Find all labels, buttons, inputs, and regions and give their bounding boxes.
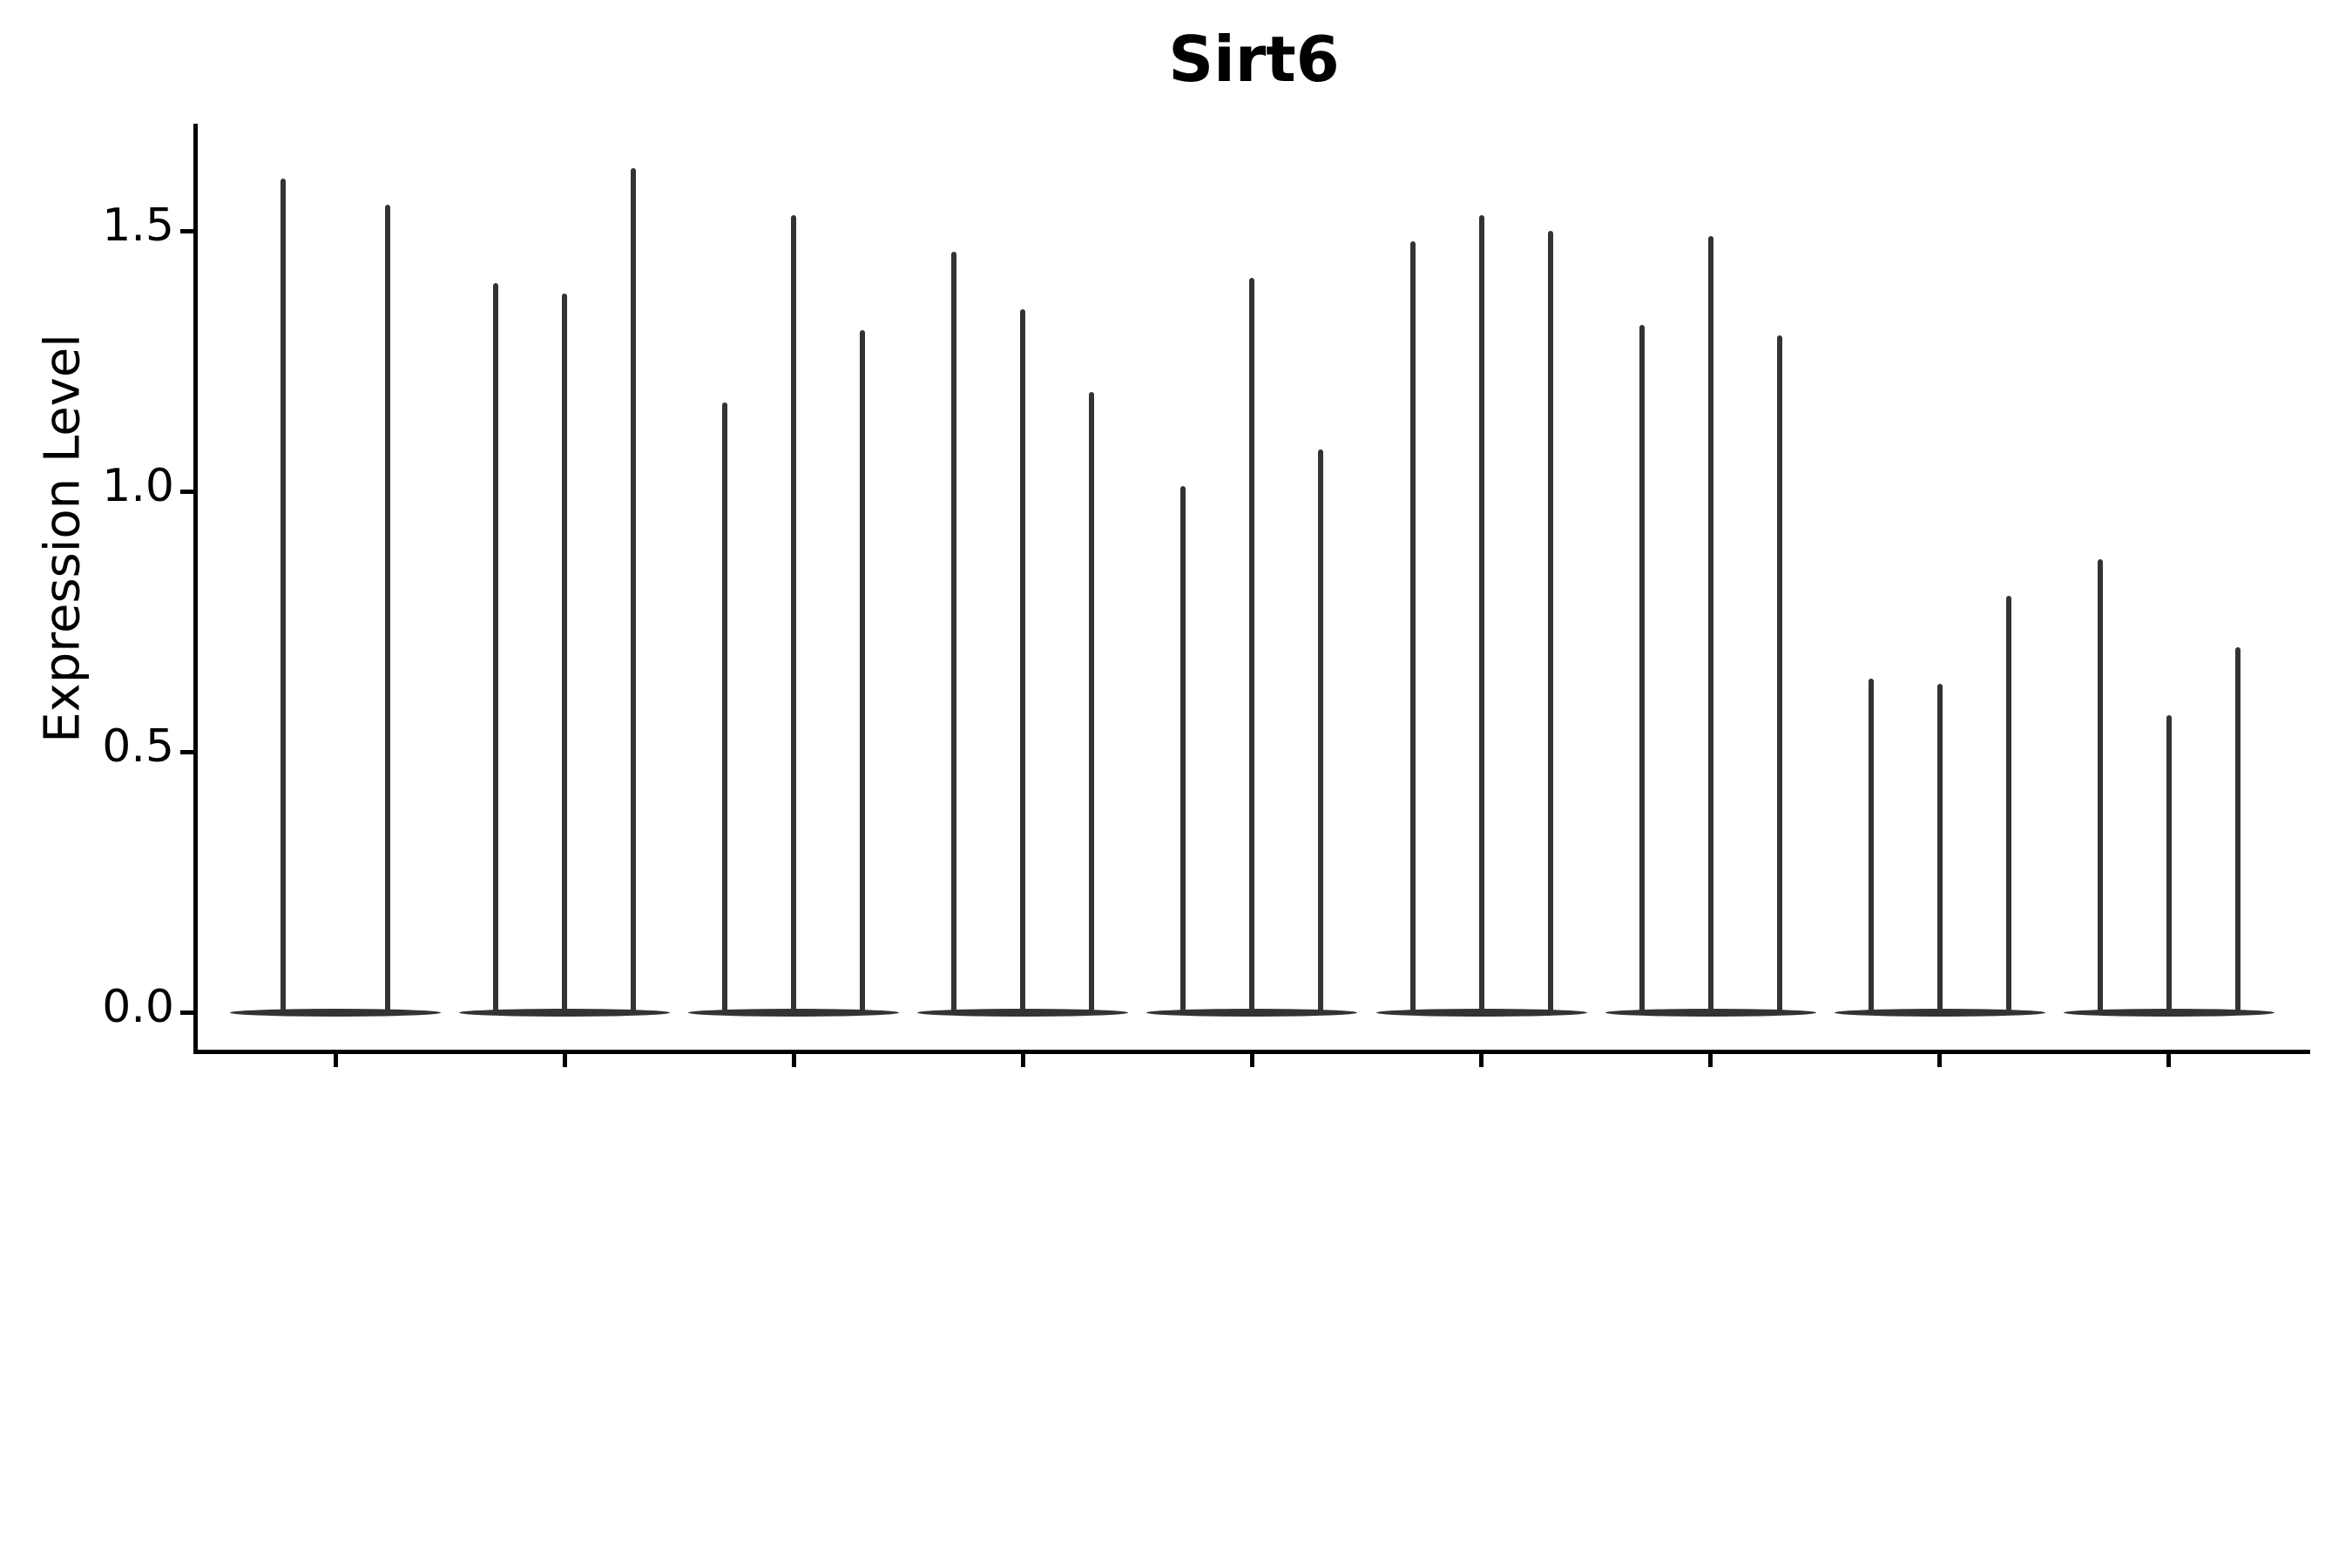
y-tick: [180, 228, 193, 233]
violin-spike: [562, 293, 568, 1014]
violin-spike: [1776, 335, 1782, 1014]
x-tick: [1479, 1054, 1484, 1067]
y-tick-label: 0.5: [102, 720, 174, 773]
x-tick: [562, 1054, 567, 1067]
chart-title: Sirt6: [1168, 23, 1340, 96]
y-tick-label: 1.5: [102, 199, 174, 252]
x-tick: [1708, 1054, 1713, 1067]
x-tick: [1937, 1054, 1943, 1067]
violin-spike: [631, 168, 637, 1014]
y-tick-label: 1.0: [102, 460, 174, 512]
violin-spike: [1478, 215, 1484, 1014]
violin-spike: [1089, 392, 1095, 1014]
violin-spike: [951, 251, 957, 1014]
y-tick-label: 0.0: [102, 981, 174, 1033]
violin-spike: [1639, 324, 1645, 1014]
x-tick: [2166, 1054, 2172, 1067]
violin-spike: [2005, 595, 2011, 1014]
violin-spike: [493, 282, 499, 1014]
violin-spike: [1020, 308, 1026, 1014]
y-tick: [180, 1010, 193, 1015]
violin-spike: [2234, 647, 2240, 1014]
violin-spike: [791, 215, 797, 1014]
violin-spike: [1409, 240, 1416, 1014]
violin-spike: [2166, 715, 2172, 1014]
y-tick: [180, 489, 193, 494]
x-axis-spine: [193, 1050, 2310, 1054]
violin-spike: [1936, 684, 1943, 1014]
y-axis-label: Expression Level: [34, 334, 91, 743]
violin-base: [230, 1008, 441, 1017]
violin-spike: [2097, 558, 2103, 1014]
violin-spike: [722, 402, 728, 1014]
x-tick: [1249, 1054, 1254, 1067]
x-tick: [333, 1054, 338, 1067]
violin-spike: [1180, 486, 1186, 1014]
violin-spike: [1249, 277, 1255, 1014]
x-tick: [791, 1054, 796, 1067]
violin-spike: [1318, 449, 1324, 1014]
violin-spike: [860, 329, 866, 1014]
violin-spike: [1707, 235, 1713, 1014]
x-tick: [1020, 1054, 1025, 1067]
y-axis-spine: [193, 124, 198, 1054]
violin-spike: [280, 179, 286, 1014]
violin-spike: [385, 205, 390, 1014]
y-tick: [180, 749, 193, 754]
violin-spike: [1547, 231, 1553, 1014]
violin-spike: [1868, 679, 1874, 1014]
